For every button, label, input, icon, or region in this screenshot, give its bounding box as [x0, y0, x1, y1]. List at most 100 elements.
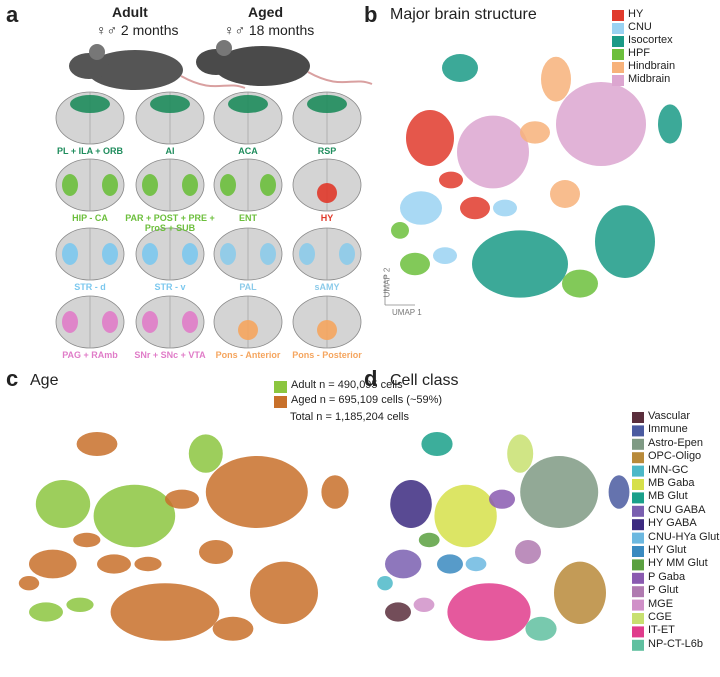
brain-region: [62, 243, 78, 265]
legend-label: NP-CT-L6b: [648, 637, 704, 650]
panel-title: Major brain structure: [390, 6, 537, 23]
region-label: ENT: [239, 213, 257, 223]
legend-label: Adult n = 490,095 cells: [291, 379, 403, 391]
axis-label: UMAP 1: [392, 308, 422, 317]
brain-region: [62, 311, 78, 333]
legend-note: Total n = 1,185,204 cells: [290, 411, 409, 423]
umap-cluster: [562, 269, 598, 298]
mouse-ear: [216, 40, 232, 56]
brain-region: [102, 311, 118, 333]
legend-label: Isocortex: [628, 34, 673, 46]
umap-cluster: [418, 532, 440, 548]
umap-cluster: [400, 252, 430, 276]
brain-region: [260, 243, 276, 265]
brain-region: [182, 311, 198, 333]
brain-region: [182, 243, 198, 265]
umap-cluster: [35, 480, 91, 528]
umap-cluster: [442, 54, 478, 82]
legend-swatch: [632, 492, 644, 504]
region-label: sAMY: [314, 282, 340, 292]
legend-swatch: [632, 519, 644, 531]
umap-cluster: [556, 82, 646, 166]
legend-swatch: [632, 639, 644, 651]
umap-cluster: [377, 576, 393, 591]
legend-swatch: [632, 412, 644, 423]
umap-cluster: [421, 432, 453, 456]
umap-cluster: [406, 110, 454, 166]
brain-region: [150, 95, 190, 113]
region-label: HY: [320, 213, 334, 223]
legend-swatch: [632, 452, 644, 464]
legend-label: Aged n = 695,109 cells (~59%): [291, 394, 443, 406]
mouse-body: [87, 50, 183, 90]
brain-region: [142, 174, 158, 196]
brain-region: [220, 174, 236, 196]
region-label: STR - d: [74, 282, 106, 292]
brain-region: [228, 95, 268, 113]
umap-cluster: [447, 583, 531, 641]
legend-label: CNU-HYa Glut: [648, 530, 720, 543]
brain-region: [317, 183, 337, 203]
umap-cluster: [29, 549, 77, 579]
legend-label: MGE: [648, 597, 674, 610]
umap-cluster: [525, 616, 557, 641]
region-label: PAG + RAmb: [62, 350, 118, 360]
umap-cluster: [595, 205, 655, 278]
umap-cluster: [110, 583, 220, 641]
legend-swatch: [632, 425, 644, 437]
umap-cluster: [205, 456, 308, 528]
umap-cluster: [93, 484, 176, 548]
legend-label: CGE: [648, 611, 672, 623]
legend-label: Immune: [648, 423, 688, 436]
umap-cluster: [385, 602, 411, 622]
umap-cluster: [29, 602, 63, 622]
group-title: Adult: [112, 4, 148, 20]
umap-cluster: [134, 556, 162, 572]
umap-cluster: [520, 456, 599, 528]
legend-swatch: [612, 23, 624, 34]
legend-swatch: [274, 396, 287, 408]
umap-cluster: [608, 475, 630, 509]
region-label: PAL: [239, 282, 257, 292]
legend-label: MB Glut: [648, 490, 688, 503]
legend-swatch: [632, 546, 644, 557]
legend-label: HY Glut: [648, 544, 687, 556]
legend-label: HY: [628, 8, 644, 20]
panel-label: d: [364, 366, 378, 391]
legend-label: CNU GABA: [648, 503, 706, 516]
brain-region: [339, 243, 355, 265]
legend-label: P Gaba: [648, 570, 686, 583]
umap-cluster: [212, 616, 254, 641]
brain-region: [260, 174, 276, 196]
umap-cluster: [507, 434, 534, 473]
brain-region: [299, 243, 315, 265]
legend-label: IMN-GC: [648, 463, 689, 476]
umap-cluster: [76, 432, 118, 456]
umap-cluster: [66, 597, 94, 612]
umap-cluster: [413, 597, 435, 612]
umap-cluster: [321, 475, 349, 509]
mouse-tail: [180, 75, 246, 89]
panel-label: b: [364, 2, 378, 27]
umap-cluster: [434, 484, 497, 548]
umap-cluster: [460, 196, 490, 220]
umap-cluster: [658, 104, 682, 144]
legend-swatch: [632, 572, 644, 584]
group-title: Aged: [248, 4, 283, 20]
brain-region: [62, 174, 78, 196]
umap-cluster: [489, 489, 515, 509]
region-label: SNr + SNc + VTA: [134, 350, 206, 360]
region-label: ACA: [238, 146, 258, 156]
legend-swatch: [632, 613, 644, 624]
brain-region: [182, 174, 198, 196]
umap-cluster: [439, 171, 463, 189]
umap-cluster: [391, 222, 409, 239]
legend-swatch: [632, 559, 644, 571]
legend-swatch: [632, 599, 644, 611]
umap-cluster: [457, 115, 529, 189]
legend-label: Hindbrain: [628, 60, 676, 72]
legend-label: HY MM Glut: [648, 557, 708, 570]
brain-region: [220, 243, 236, 265]
